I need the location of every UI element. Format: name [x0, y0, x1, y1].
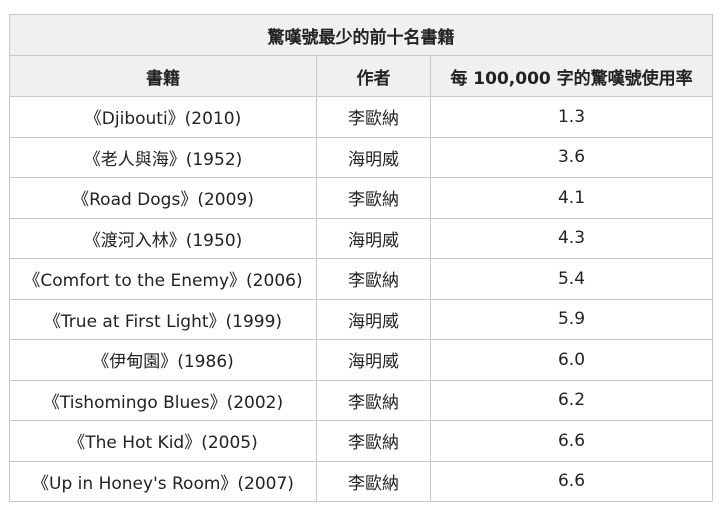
rate-cell: 6.2 [429, 379, 714, 421]
book-cell: 《Road Dogs》(2009) [9, 177, 317, 219]
author-cell: 李歐納 [316, 258, 431, 300]
table-header-row: 書籍 作者 每 100,000 字的驚嘆號使用率 [9, 55, 714, 97]
author-cell: 海明威 [316, 339, 431, 381]
book-cell: 《Djibouti》(2010) [9, 96, 317, 138]
table-row: 《Djibouti》(2010) 李歐納 1.3 [9, 96, 714, 138]
rate-cell: 6.6 [429, 460, 714, 502]
author-cell: 李歐納 [316, 460, 431, 502]
book-exclamation-table: 驚嘆號最少的前十名書籍 書籍 作者 每 100,000 字的驚嘆號使用率 《Dj… [8, 14, 714, 502]
column-header-rate: 每 100,000 字的驚嘆號使用率 [429, 55, 714, 97]
book-cell: 《伊甸園》(1986) [9, 339, 317, 381]
table-row: 《渡河入林》(1950) 海明威 4.3 [9, 217, 714, 259]
book-cell: 《老人與海》(1952) [9, 136, 317, 178]
book-cell: 《渡河入林》(1950) [9, 217, 317, 259]
rate-cell: 5.4 [429, 258, 714, 300]
rate-cell: 6.0 [429, 339, 714, 381]
column-header-book: 書籍 [9, 55, 317, 97]
book-cell: 《The Hot Kid》(2005) [9, 420, 317, 462]
table-row: 《老人與海》(1952) 海明威 3.6 [9, 136, 714, 178]
rate-cell: 6.6 [429, 420, 714, 462]
author-cell: 海明威 [316, 217, 431, 259]
table-row: 《Road Dogs》(2009) 李歐納 4.1 [9, 177, 714, 219]
table-title-row: 驚嘆號最少的前十名書籍 [8, 14, 714, 56]
book-cell: 《Comfort to the Enemy》(2006) [9, 258, 317, 300]
table-row: 《True at First Light》(1999) 海明威 5.9 [9, 298, 714, 340]
book-cell: 《Up in Honey's Room》(2007) [9, 460, 317, 502]
table-row: 《伊甸園》(1986) 海明威 6.0 [9, 339, 714, 381]
table-title: 驚嘆號最少的前十名書籍 [8, 14, 714, 56]
table-row: 《The Hot Kid》(2005) 李歐納 6.6 [9, 420, 714, 462]
author-cell: 李歐納 [316, 177, 431, 219]
author-cell: 海明威 [316, 298, 431, 340]
book-cell: 《Tishomingo Blues》(2002) [9, 379, 317, 421]
rate-cell: 1.3 [429, 96, 714, 138]
column-header-author: 作者 [316, 55, 431, 97]
book-cell: 《True at First Light》(1999) [9, 298, 317, 340]
author-cell: 李歐納 [316, 379, 431, 421]
table-row: 《Comfort to the Enemy》(2006) 李歐納 5.4 [9, 258, 714, 300]
author-cell: 海明威 [316, 136, 431, 178]
table-row: 《Up in Honey's Room》(2007) 李歐納 6.6 [9, 460, 714, 502]
rate-cell: 3.6 [429, 136, 714, 178]
author-cell: 李歐納 [316, 420, 431, 462]
rate-cell: 4.1 [429, 177, 714, 219]
rate-cell: 5.9 [429, 298, 714, 340]
rate-cell: 4.3 [429, 217, 714, 259]
table-row: 《Tishomingo Blues》(2002) 李歐納 6.2 [9, 379, 714, 421]
author-cell: 李歐納 [316, 96, 431, 138]
